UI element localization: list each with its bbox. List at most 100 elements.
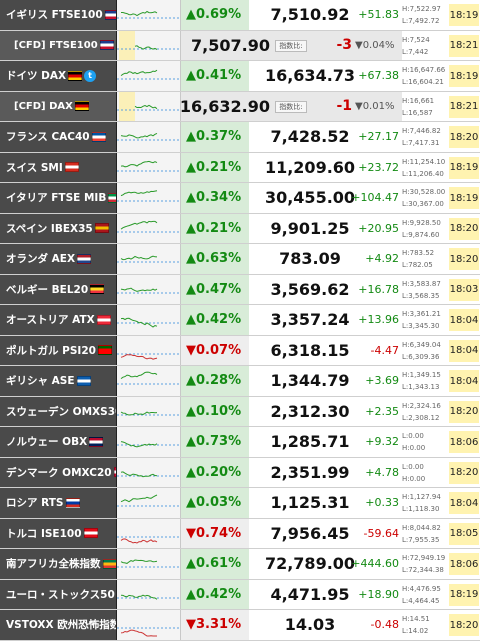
mini-chart[interactable] [117,0,181,30]
mini-chart[interactable] [117,152,181,182]
market-row[interactable]: 南アフリカ全株指数 ▲0.61% 72,789.00 +444.60 H:72,949.… [0,549,480,580]
index-name-label[interactable]: ギリシャ ASE [6,375,75,388]
point-change: +16.78 [358,282,399,296]
country-flag-icon [104,9,116,20]
point-change: +27.17 [358,130,399,144]
market-row[interactable]: デンマーク OMXC20 ▲0.20% 2,351.99 +4.78 L:0.00 H:0… [0,457,480,488]
index-name[interactable]: VSTOXX 欧州恐怖指数 [0,610,117,640]
mini-chart[interactable] [117,366,181,396]
point-change: -0.48 [370,618,399,632]
twitter-icon[interactable]: t [84,69,97,82]
market-row[interactable]: オランダ AEX ▲0.63% 783.09 +4.92 H:783.52 L:782.0… [0,244,480,275]
high-low-range: L:0.00 H:0.00 [402,461,448,485]
market-row[interactable]: ユーロ・ストックス50 ▲0.42% 4,471.95 +18.90 H:4,476.9… [0,579,480,610]
index-name[interactable]: ノルウェー OBX [0,427,117,457]
index-name[interactable]: [CFD] DAX [0,91,117,121]
index-name[interactable]: ベルギー BEL20 [0,274,117,304]
index-name-label[interactable]: デンマーク OMXC20 [6,466,112,479]
index-name[interactable]: トルコ ISE100 [0,518,117,548]
point-change: -4.47 [370,343,399,357]
index-name-label[interactable]: ユーロ・ストックス50 [6,588,115,601]
mini-chart[interactable] [117,122,181,152]
mini-chart[interactable] [117,549,181,579]
market-row[interactable]: [CFD] FTSE100 7,507.90 指数比: -3 ▼0.04% H:7,524… [0,30,480,61]
index-name-label[interactable]: ドイツ DAX [6,70,67,83]
market-row[interactable]: トルコ ISE100 ▼0.74% 7,956.45 -59.64 H:8,044.82… [0,518,480,549]
percent-change: ▼0.07% [181,335,249,365]
market-row[interactable]: ギリシャ ASE ▲0.28% 1,344.79 +3.69 H:1,349.15 L:1… [0,366,480,397]
market-row[interactable]: VSTOXX 欧州恐怖指数 ▼3.31% 14.03 -0.48 H:14.51 L:14… [0,610,480,641]
index-price: 1,344.79 [270,371,350,391]
market-row[interactable]: ポルトガル PSI20 ▼0.07% 6,318.15 -4.47 H:6,349.04… [0,335,480,366]
mini-chart[interactable] [117,335,181,365]
index-name[interactable]: ドイツ DAX t [0,61,117,91]
index-name-label[interactable]: ノルウェー OBX [6,436,88,449]
market-row[interactable]: イギリス FTSE100t ▲0.69% 7,510.92 +51.83H:7,522… [0,0,480,31]
market-row[interactable]: ノルウェー OBX ▲0.73% 1,285.71 +9.32 L:0.00 H:0.00… [0,427,480,458]
index-name[interactable]: ポルトガル PSI20 [0,335,117,365]
mini-chart[interactable] [117,30,181,60]
market-row[interactable]: ベルギー BEL20 ▲0.47% 3,569.62 +16.78 H:3,583.87… [0,274,480,305]
index-name-label[interactable]: スペイン IBEX35 [6,222,93,235]
market-row[interactable]: ロシア RTS ▲0.03% 1,125.31 +0.33 H:1,127.94 L:1,… [0,488,480,519]
index-name[interactable]: デンマーク OMXC20 [0,457,117,487]
index-name[interactable]: イタリア FTSE MIB [0,183,117,213]
index-name[interactable]: フランス CAC40 [0,122,117,152]
index-name-label[interactable]: VSTOXX 欧州恐怖指数 [6,619,117,632]
index-name-label[interactable]: スイス SMI [6,161,63,174]
mini-chart[interactable] [117,579,181,609]
mini-chart[interactable] [117,610,181,640]
index-name-label[interactable]: イギリス FTSE100 [6,9,103,22]
index-name[interactable]: ギリシャ ASE [0,366,117,396]
update-time: 18:19 [449,187,479,209]
update-time: 18:03 [449,278,479,301]
market-row[interactable]: スウェーデン OMXS30 ▲0.10% 2,312.30 +2.35 H:2,324.… [0,396,480,427]
index-name[interactable]: オランダ AEX [0,244,117,274]
index-name-label[interactable]: [CFD] DAX [14,100,73,112]
index-name[interactable]: スウェーデン OMXS30 [0,396,117,426]
index-name[interactable]: スイス SMI [0,152,117,182]
mini-chart[interactable] [117,457,181,487]
high-value: H:2,324.16 [402,401,441,410]
update-time: 18:20 [449,461,479,484]
mini-chart[interactable] [117,488,181,518]
market-row[interactable]: イタリア FTSE MIB ▲0.34% 30,455.00 +104.47 H:30,… [0,183,480,214]
index-name[interactable]: スペイン IBEX35 [0,213,117,243]
index-name-label[interactable]: ベルギー BEL20 [6,283,89,296]
mini-chart[interactable] [117,396,181,426]
index-name[interactable]: 南アフリカ全株指数 [0,549,117,579]
market-row[interactable]: フランス CAC40 ▲0.37% 7,428.52 +27.17 H:7,446.82… [0,122,480,153]
index-name-label[interactable]: ロシア RTS [6,497,64,510]
index-name-label[interactable]: 南アフリカ全株指数 [6,558,101,571]
index-name-label[interactable]: オーストリア ATX [6,314,95,327]
market-row[interactable]: [CFD] DAX 16,632.90 指数比: -1 ▼0.01% H:16,661 L:… [0,91,480,122]
mini-chart[interactable] [117,61,181,91]
mini-chart[interactable] [117,91,181,121]
market-row[interactable]: スペイン IBEX35 ▲0.21% 9,901.25 +20.95 H:9,928.5… [0,213,480,244]
index-name-label[interactable]: イタリア FTSE MIB [6,192,107,205]
sparkline-chart [117,594,180,600]
index-name-label[interactable]: ポルトガル PSI20 [6,344,96,357]
mini-chart[interactable] [117,518,181,548]
index-name[interactable]: ロシア RTS [0,488,117,518]
index-name[interactable]: イギリス FTSE100t [0,0,117,30]
index-name-label[interactable]: トルコ ISE100 [6,527,82,540]
mini-chart[interactable] [117,244,181,274]
mini-chart[interactable] [117,213,181,243]
index-name[interactable]: [CFD] FTSE100 [0,30,117,60]
market-row[interactable]: スイス SMI ▲0.21% 11,209.60 +23.72 H:11,254.10 L… [0,152,480,183]
mini-chart[interactable] [117,183,181,213]
country-flag-icon [68,70,83,81]
index-name-label[interactable]: フランス CAC40 [6,131,90,144]
point-change: +3.69 [365,374,399,388]
index-name-label[interactable]: スウェーデン OMXS30 [6,405,117,418]
market-row[interactable]: ドイツ DAX t ▲0.41% 16,634.73 +67.38 H:16,647.66… [0,61,480,92]
index-name[interactable]: ユーロ・ストックス50 [0,579,117,609]
index-name[interactable]: オーストリア ATX [0,305,117,335]
index-name-label[interactable]: [CFD] FTSE100 [14,39,98,51]
mini-chart[interactable] [117,274,181,304]
mini-chart[interactable] [117,427,181,457]
mini-chart[interactable] [117,305,181,335]
market-row[interactable]: オーストリア ATX ▲0.42% 3,357.24 +13.96 H:3,361.21… [0,305,480,336]
index-name-label[interactable]: オランダ AEX [6,253,76,266]
